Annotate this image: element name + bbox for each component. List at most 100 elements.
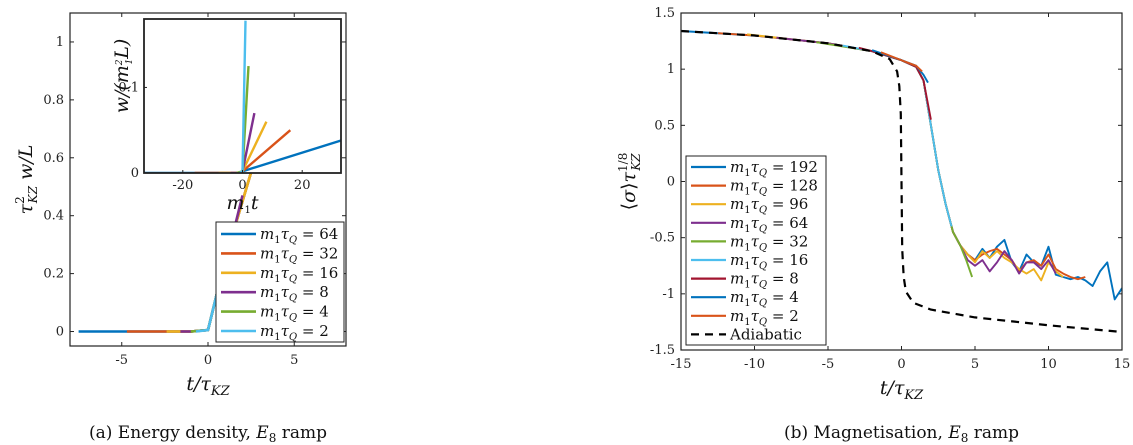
b-x-axis-label: t/τKZ: [880, 377, 924, 403]
b-y-tick-label: -0.5: [650, 231, 675, 246]
b-legend-label-1-m: m: [730, 158, 744, 176]
a-legend-label-2-sub1: 1: [274, 254, 280, 265]
a-legend-label-1-m: m: [260, 225, 274, 243]
a-iyl-1: w/(m: [111, 65, 133, 113]
a-legend-label-3-sub1: 1: [274, 274, 280, 285]
a-legend-label-2-val: = 32: [297, 244, 338, 262]
b-y-tick-label: 1: [667, 62, 675, 77]
b-legend-label-1-subq: Q: [759, 168, 767, 179]
panel-b: -15 -10 -5 0 5 10 15-1.5-1-0.500.511.5t/τKZ⟨σ⟩…: [616, 6, 1130, 445]
b-yl-4: τ: [618, 172, 640, 183]
b-cap-2: ramp: [968, 423, 1019, 443]
b-x-tick-label: -10: [744, 357, 765, 372]
b-legend-label-2-val: = 128: [767, 177, 818, 195]
b-legend-label-10: Adiabatic: [729, 325, 802, 343]
a-y-tick-label: 0: [56, 325, 64, 340]
a-yl-tau: τ: [15, 203, 37, 214]
a-legend-label-4-sub1: 1: [274, 293, 280, 304]
b-legend-label-3-m: m: [730, 195, 744, 213]
a-xl-sub: KZ: [210, 384, 231, 399]
b-y-tick-label: 0.5: [654, 118, 675, 133]
a-legend-label-4-val: = 8: [297, 283, 329, 301]
b-legend-label-5-sub1: 1: [744, 242, 750, 253]
b-legend-label-6-tau: τ: [751, 251, 760, 269]
a-yl-sub: KZ: [26, 185, 40, 204]
b-legend-label-2: m1τQ = 128: [730, 177, 818, 198]
a-legend-label-1: m1τQ = 64: [260, 225, 338, 246]
b-legend-label-4-subq: Q: [759, 224, 767, 235]
a-y-tick-label: 0.6: [43, 151, 64, 166]
b-y-tick-label: 1.5: [654, 6, 675, 21]
b-series-line-9: [880, 51, 923, 73]
a-legend-label-3-tau: τ: [281, 264, 290, 282]
b-legend-label-2-tau: τ: [751, 177, 760, 195]
b-legend-label-8-subq: Q: [759, 298, 767, 309]
a-x-tick-label: 5: [290, 353, 298, 368]
a-inset-x-tick-label: 20: [294, 178, 311, 193]
a-cap-1: (a) Energy density,: [89, 423, 256, 443]
b-legend-label-8-m: m: [730, 288, 744, 306]
b-legend-label-7: m1τQ = 8: [730, 270, 799, 291]
a-yl-sup: 2: [13, 196, 27, 204]
b-y-tick-label: -1.5: [650, 343, 675, 358]
a-ixl-m: m: [226, 192, 244, 214]
b-legend-label-3-tau: τ: [751, 195, 760, 213]
b-legend-label-5-subq: Q: [759, 242, 767, 253]
a-cap-8: 8: [269, 431, 277, 445]
b-legend-label-6-m: m: [730, 251, 744, 269]
b-legend-label-7-m: m: [730, 270, 744, 288]
a-y-tick-label: 0.2: [43, 267, 64, 282]
b-legend-label-8: m1τQ = 4: [730, 288, 799, 309]
b-y-axis-label: ⟨σ⟩τ1/8KZ: [616, 153, 643, 211]
b-yl-3: ⟩: [618, 183, 640, 190]
b-legend-label-3-subq: Q: [759, 205, 767, 216]
a-legend-label-3-m: m: [260, 264, 274, 282]
b-x-tick-label: 0: [897, 357, 905, 372]
a-x-tick-label: -5: [115, 353, 128, 368]
a-legend-label-1-subq: Q: [289, 235, 297, 246]
a-legend-label-4: m1τQ = 8: [260, 283, 329, 304]
b-legend-label-8-val: = 4: [767, 288, 799, 306]
a-iyl-2: L): [111, 39, 133, 60]
b-cap-e: E: [947, 423, 961, 443]
a-legend-label-3-subq: Q: [289, 274, 297, 285]
b-xl-sub: KZ: [903, 388, 924, 403]
b-legend-label-4: m1τQ = 64: [730, 214, 808, 235]
b-legend-label-7-val: = 8: [767, 270, 799, 288]
a-legend-label-6-sub1: 1: [274, 332, 280, 343]
b-legend-label-1: m1τQ = 192: [730, 158, 818, 179]
a-legend-label-5-m: m: [260, 303, 274, 321]
a-legend-label-5-tau: τ: [281, 303, 290, 321]
a-ixl-t: t: [251, 192, 259, 214]
b-yl-sub: KZ: [629, 153, 643, 172]
a-x-tick-label: 0: [204, 353, 212, 368]
b-legend-label-2-m: m: [730, 177, 744, 195]
a-y-tick-label: 1: [56, 35, 64, 50]
b-series-line-10: [681, 29, 1122, 334]
a-axes-frame: [69, 12, 347, 347]
a-cap-e: E: [255, 423, 269, 443]
b-legend-label-9-tau: τ: [751, 307, 760, 325]
b-legend-label-9-sub1: 1: [744, 317, 750, 328]
b-legend-label-3-val: = 96: [767, 195, 808, 213]
b-y-tick-label: -1: [662, 287, 675, 302]
a-iyl-sup: 2: [115, 59, 125, 66]
b-x-tick-label: -15: [671, 357, 692, 372]
a-legend-label-5-subq: Q: [289, 313, 297, 324]
b-legend-label-5-m: m: [730, 232, 744, 250]
b-legend-label-1-sub1: 1: [744, 168, 750, 179]
a-inset-y-tick-label: 0.1: [118, 80, 139, 95]
b-yl-sup: 1/8: [616, 153, 630, 172]
a-legend-label-1-tau: τ: [281, 225, 290, 243]
a-y-tick-label: 0.8: [43, 93, 64, 108]
a-legend-label-3-val: = 16: [297, 264, 338, 282]
b-legend-label-4-tau: τ: [751, 214, 760, 232]
a-legend-label-2-m: m: [260, 244, 274, 262]
a-y-tick-label: 0.4: [43, 209, 64, 224]
b-legend-label-8-sub1: 1: [744, 298, 750, 309]
a-legend-label-4-tau: τ: [281, 283, 290, 301]
a-legend-label-5-val: = 4: [297, 303, 329, 321]
